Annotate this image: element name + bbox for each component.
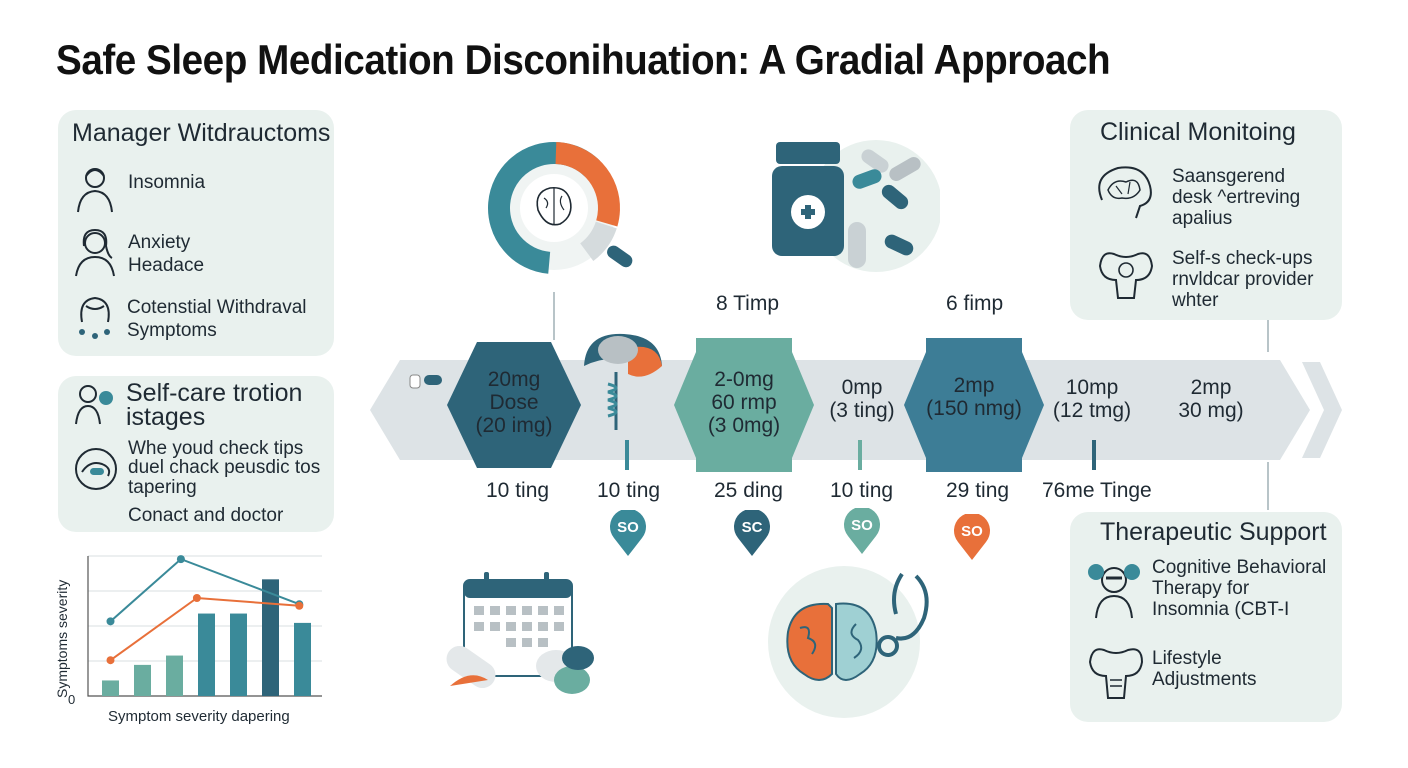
withdrawal-item-3-text: Cotenstial Withdraval Symptoms <box>127 297 307 341</box>
chart-bar <box>102 680 119 696</box>
woman-icon <box>75 228 115 277</box>
chart-xlabel: Symptom severity dapering <box>108 708 290 725</box>
uterus-icon <box>1098 252 1154 299</box>
therapeutic-title: Therapeutic Support <box>1100 518 1327 546</box>
pin-1 <box>610 510 646 556</box>
clinical-item-1-text: Saansgerend desk ^ertreving apalius <box>1172 166 1301 229</box>
above-label-1: 8 Timp <box>716 292 780 315</box>
people-icon <box>75 385 113 425</box>
small-pills-icon <box>409 374 442 389</box>
withdrawal-title: Manager Witdrauctoms <box>72 119 331 147</box>
person-icon <box>77 168 113 213</box>
selfcare-line-3: Conact and doctor <box>128 505 284 526</box>
step-1-label: 20mg Dose (20 img) <box>475 368 553 437</box>
selfcare-title-text: Self-care trotion istages <box>126 379 303 431</box>
pin-4 <box>954 514 990 560</box>
withdrawal-item-3: Cotenstial Withdraval Symptoms <box>127 296 307 342</box>
brain-head-icon <box>1098 166 1152 219</box>
step-2-shape <box>674 338 814 472</box>
chart-point <box>106 617 115 626</box>
medicine-bottle-icon <box>772 140 940 272</box>
donut-brain-icon <box>488 141 633 274</box>
pin-2-label: SC <box>741 519 763 536</box>
above-label-2: 6 fimp <box>946 292 1004 315</box>
chart-point <box>176 555 185 564</box>
clinical-panel <box>1070 110 1342 320</box>
page-title: Safe Sleep Medication Disconihuation: A … <box>56 36 1111 83</box>
step-2-label: 2-0mg 60 rmp (3 0mg) <box>707 368 781 437</box>
lifestyle-icon <box>1088 648 1144 699</box>
clinical-item-2: Self-s check-ups rnvldcar provider whter <box>1172 248 1314 311</box>
chart-bar <box>294 622 311 696</box>
chart-point <box>106 656 115 665</box>
below-label-5: 29 ting <box>946 479 1010 502</box>
calendar-icon <box>446 572 594 694</box>
chart-y-tick: 0 <box>68 692 76 707</box>
chart-point <box>295 601 304 610</box>
chart-ylabel: Symptoms severity <box>54 579 70 698</box>
pin-3 <box>844 508 880 554</box>
withdrawal-item-1: Insomnia <box>128 172 206 193</box>
chart-bar <box>166 655 183 696</box>
chart-bar <box>198 613 215 696</box>
chart-bar <box>134 664 151 696</box>
step-6-label: 2mp 30 mg) <box>1178 376 1244 422</box>
brain-stethoscope-icon <box>768 566 929 718</box>
clinical-item-2-text: Self-s check-ups rnvldcar provider whter <box>1172 248 1314 311</box>
therapeutic-item-1: Cognitive Behavioral Therapy for Insomni… <box>1152 557 1326 620</box>
below-label-4: 10 ting <box>830 479 894 502</box>
step-3-text: 0mp (3 ting) <box>812 376 912 422</box>
below-label-6: 76me Tinge <box>1042 479 1152 502</box>
symptom-chart <box>87 555 322 697</box>
step-2-text: 2-0mg 60 rmp (3 0mg) <box>674 368 814 437</box>
pin-4-label: SO <box>961 523 983 540</box>
pin-3-label: SO <box>851 517 873 534</box>
selfcare-line-1: Whe youd check tips <box>128 438 304 459</box>
therapeutic-item-2: Lifestyle Adjustments <box>1152 648 1257 690</box>
chart-bar <box>230 613 247 696</box>
withdrawal-item-2-text: Anxiety Headace <box>128 232 205 276</box>
below-label-3: 25 ding <box>714 479 783 502</box>
pill-hand-icon <box>75 448 117 490</box>
therapeutic-item-1-text: Cognitive Behavioral Therapy for Insomni… <box>1152 557 1327 620</box>
selfcare-line-2: duel chack peusdic tos tapering <box>128 458 320 498</box>
clinical-title: Clinical Monitoing <box>1100 118 1296 146</box>
step-5-label: 10mp (12 tmg) <box>1052 376 1132 422</box>
selfcare-line-2-text: duel chack peusdic tos tapering <box>128 457 321 498</box>
clinical-item-1: Saansgerend desk ^ertreving apalius <box>1172 166 1300 229</box>
below-label-1: 10 ting <box>486 479 550 502</box>
step-3-label: 0mp (3 ting) <box>829 376 895 422</box>
step-5-text: 10mp (12 tmg) <box>1042 376 1142 422</box>
doctor-icon <box>1088 564 1140 619</box>
chart-point <box>192 594 201 602</box>
step-1-text: 20mg Dose (20 img) <box>447 368 581 437</box>
selfcare-title: Self-care trotion istages <box>126 379 303 431</box>
withdrawal-item-2: Anxiety Headace <box>128 231 204 277</box>
timeline-band <box>370 360 1342 460</box>
spine-icon <box>584 333 662 430</box>
therapeutic-item-2-text: Lifestyle Adjustments <box>1152 648 1257 690</box>
chart-bar <box>262 579 279 696</box>
head-drops-icon <box>79 296 110 339</box>
step-4-label: 2mp (150 nmg) <box>926 374 1022 420</box>
step-4-text: 2mp (150 nmg) <box>904 374 1044 420</box>
pin-2 <box>734 510 770 556</box>
step-4-shape <box>904 338 1044 472</box>
below-label-2: 10 ting <box>597 479 661 502</box>
step-6-text: 2mp 30 mg) <box>1166 376 1256 422</box>
step-1-shape <box>447 342 581 468</box>
therapeutic-panel <box>1070 512 1342 722</box>
pin-1-label: SO <box>617 519 639 536</box>
